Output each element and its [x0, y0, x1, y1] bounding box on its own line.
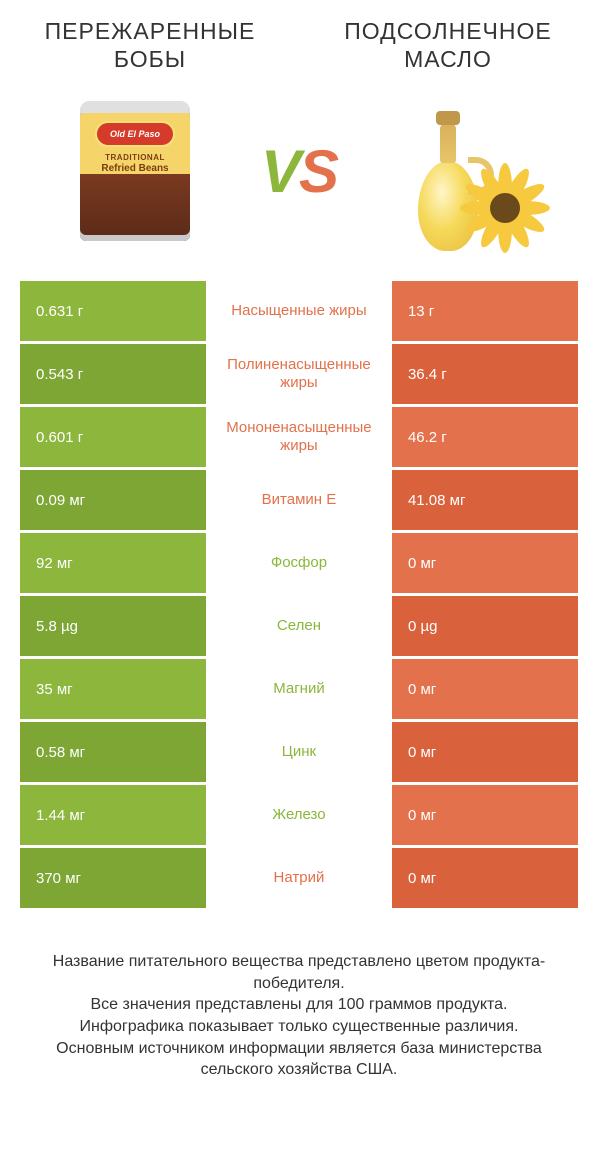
value-right: 46.2 г [392, 407, 578, 467]
footer-line: Название питательного вещества представл… [30, 951, 568, 994]
images-row: Old El Paso TRADITIONAL Refried Beans VS [0, 81, 598, 271]
value-left: 0.601 г [20, 407, 206, 467]
nutrient-label: Насыщенные жиры [206, 281, 392, 341]
table-row: 92 мгФосфор0 мг [20, 533, 578, 593]
oil-icon [378, 91, 548, 251]
value-right: 0 мг [392, 785, 578, 845]
footer-notes: Название питательного вещества представл… [0, 911, 598, 1081]
vs-s: S [299, 138, 337, 205]
sunflower-icon [462, 165, 548, 251]
value-left: 1.44 мг [20, 785, 206, 845]
footer-line: Все значения представлены для 100 граммо… [30, 994, 568, 1016]
header: ПЕРЕЖАРЕННЫЕ БОБЫ ПОДСОЛНЕЧНОЕ МАСЛО [0, 0, 598, 81]
value-right: 0 мг [392, 722, 578, 782]
footer-line: Инфографика показывает только существенн… [30, 1016, 568, 1038]
title-left: ПЕРЕЖАРЕННЫЕ БОБЫ [20, 18, 280, 73]
table-row: 370 мгНатрий0 мг [20, 848, 578, 908]
nutrient-label: Полиненасыщенные жиры [206, 344, 392, 404]
vs-v: V [261, 138, 299, 205]
value-left: 0.58 мг [20, 722, 206, 782]
value-left: 0.543 г [20, 344, 206, 404]
footer-line: Основным источником информации является … [30, 1038, 568, 1081]
table-row: 0.601 гМононенасыщенные жиры46.2 г [20, 407, 578, 467]
value-left: 0.631 г [20, 281, 206, 341]
table-row: 0.631 гНасыщенные жиры13 г [20, 281, 578, 341]
value-right: 0 мг [392, 533, 578, 593]
value-right: 0 мг [392, 659, 578, 719]
product-image-right [378, 91, 548, 251]
table-row: 0.58 мгЦинк0 мг [20, 722, 578, 782]
nutrient-label: Селен [206, 596, 392, 656]
table-row: 35 мгМагний0 мг [20, 659, 578, 719]
nutrient-label: Цинк [206, 722, 392, 782]
table-row: 0.09 мгВитамин E41.08 мг [20, 470, 578, 530]
nutrition-table: 0.631 гНасыщенные жиры13 г0.543 гПолинен… [0, 281, 598, 908]
product-image-left: Old El Paso TRADITIONAL Refried Beans [50, 91, 220, 251]
value-right: 41.08 мг [392, 470, 578, 530]
value-left: 35 мг [20, 659, 206, 719]
value-right: 13 г [392, 281, 578, 341]
sunflower-center-icon [490, 193, 520, 223]
nutrient-label: Железо [206, 785, 392, 845]
table-row: 0.543 гПолиненасыщенные жиры36.4 г [20, 344, 578, 404]
vs-label: VS [261, 137, 337, 206]
can-brand-label: Old El Paso [95, 121, 175, 147]
nutrient-label: Мононенасыщенные жиры [206, 407, 392, 467]
value-right: 0 мг [392, 848, 578, 908]
value-right: 36.4 г [392, 344, 578, 404]
value-left: 92 мг [20, 533, 206, 593]
value-left: 370 мг [20, 848, 206, 908]
value-left: 5.8 µg [20, 596, 206, 656]
nutrient-label: Фосфор [206, 533, 392, 593]
title-right: ПОДСОЛНЕЧНОЕ МАСЛО [318, 18, 578, 73]
table-row: 1.44 мгЖелезо0 мг [20, 785, 578, 845]
table-row: 5.8 µgСелен0 µg [20, 596, 578, 656]
nutrient-label: Магний [206, 659, 392, 719]
can-icon: Old El Paso TRADITIONAL Refried Beans [80, 101, 190, 241]
nutrient-label: Натрий [206, 848, 392, 908]
value-left: 0.09 мг [20, 470, 206, 530]
nutrient-label: Витамин E [206, 470, 392, 530]
can-label-1: TRADITIONAL [80, 153, 190, 162]
can-label-2: Refried Beans [80, 163, 190, 174]
value-right: 0 µg [392, 596, 578, 656]
